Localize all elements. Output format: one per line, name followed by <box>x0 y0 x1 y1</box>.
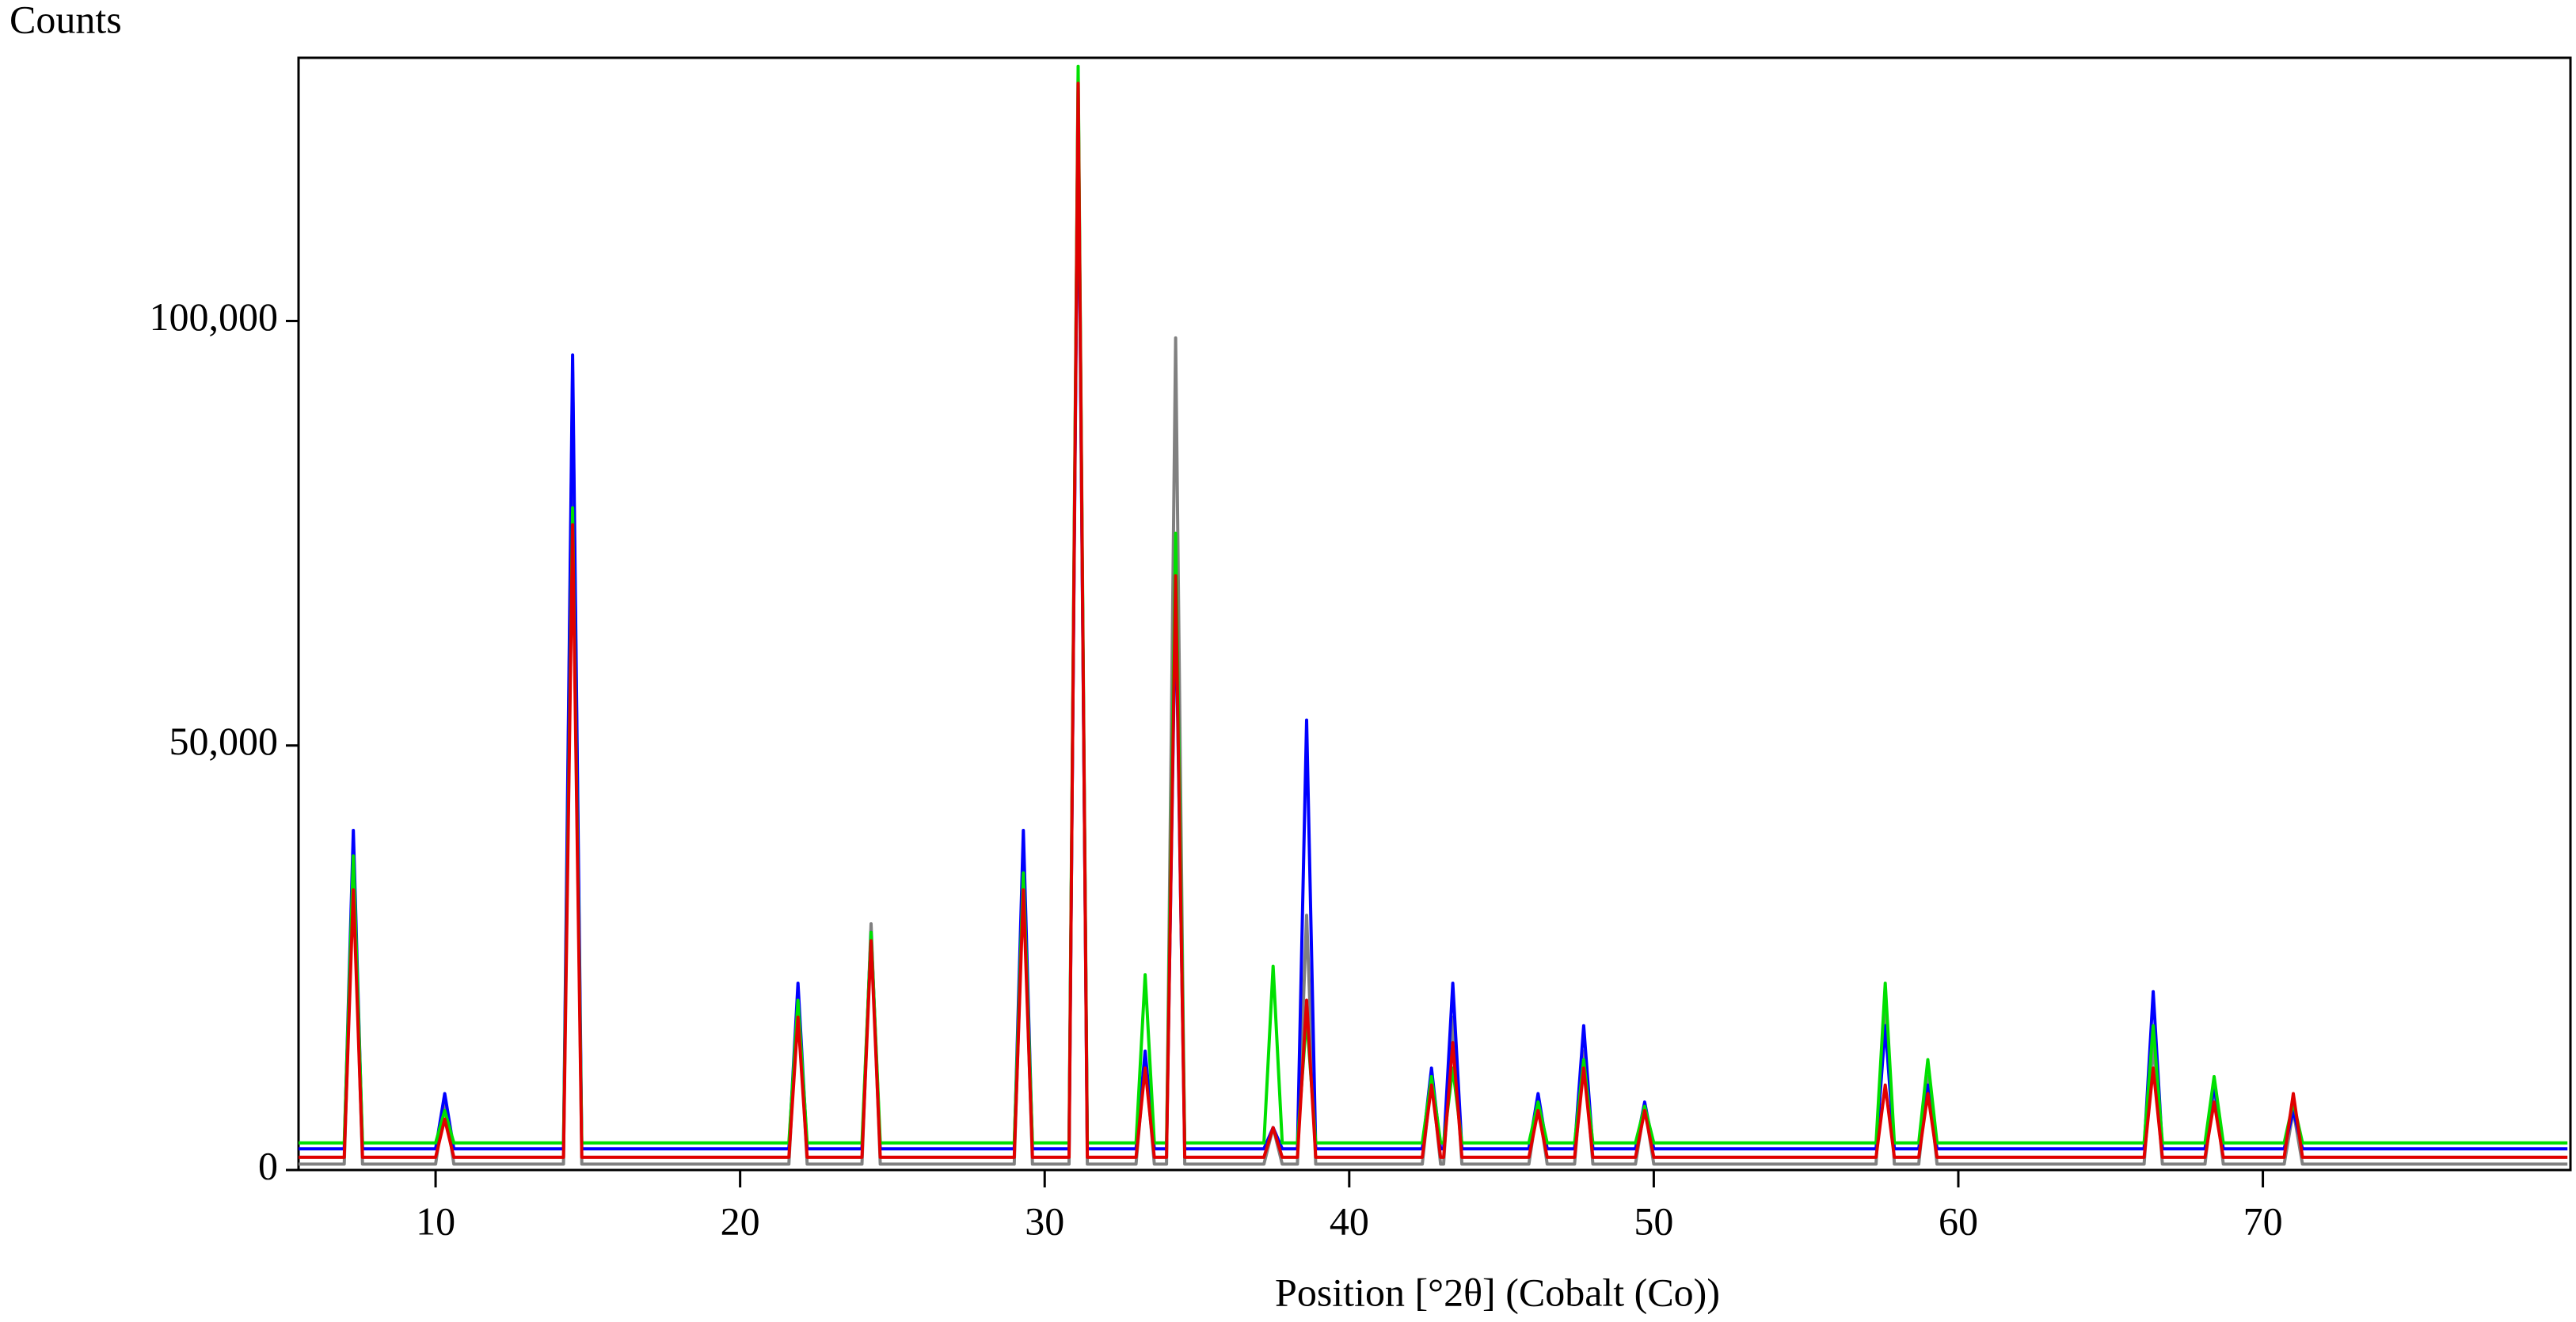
series-line <box>299 64 2568 1145</box>
x-tick-label: 30 <box>1025 1199 1064 1243</box>
y-tick-label: 50,000 <box>169 719 279 763</box>
x-tick-label: 60 <box>1939 1199 1978 1243</box>
plot-frame <box>297 56 2572 1172</box>
series-line <box>299 73 2568 1166</box>
series-line <box>299 82 2568 1159</box>
y-axis-label: Counts <box>10 0 122 41</box>
x-axis-label: Position [°2θ] (Cobalt (Co)) <box>1275 1270 1720 1314</box>
series-line <box>299 107 2568 1151</box>
x-tick-label: 50 <box>1634 1199 1673 1243</box>
x-tick-label: 40 <box>1330 1199 1369 1243</box>
x-tick-label: 70 <box>2243 1199 2283 1243</box>
x-tick-label: 20 <box>721 1199 760 1243</box>
x-tick-label: 10 <box>416 1199 455 1243</box>
y-tick-label: 100,000 <box>150 294 279 339</box>
y-tick-label: 0 <box>258 1143 278 1187</box>
